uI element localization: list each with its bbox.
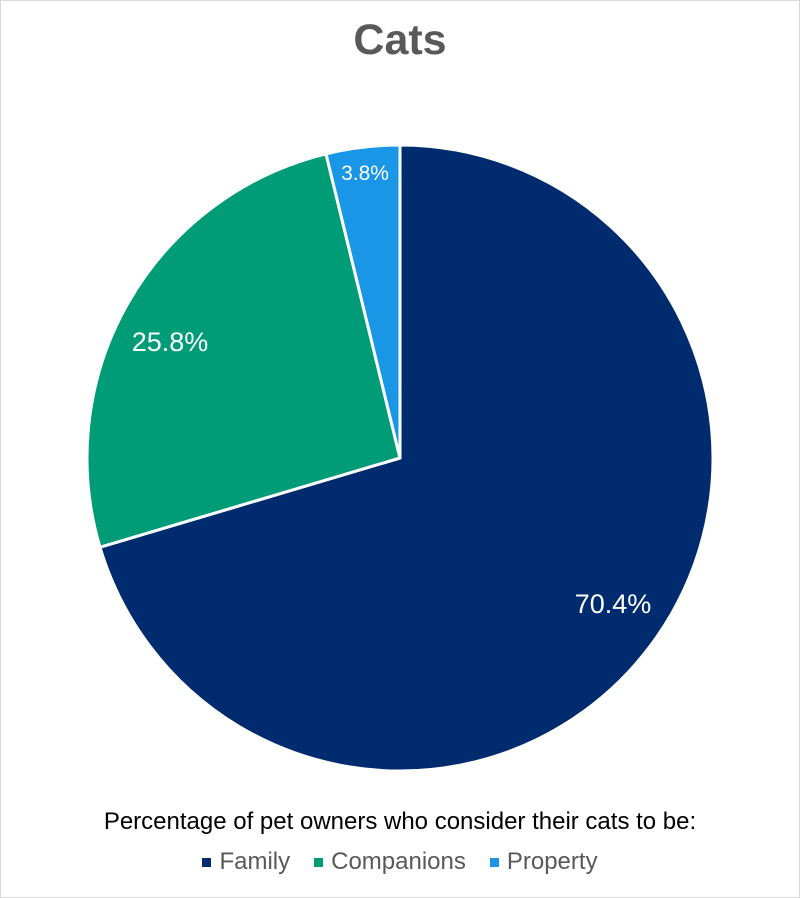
chart-title: Cats [353,16,447,64]
legend-label-companions: Companions [331,848,466,875]
legend-item-companions: Companions [314,848,466,876]
data-label-property: 3.8% [341,162,389,185]
legend-item-family: Family [202,848,290,876]
data-label-companions: 25.8% [132,327,209,357]
pie-slice-family [98,143,715,773]
legend-swatch-companions [314,857,324,867]
chart-subtitle: Percentage of pet owners who consider th… [103,808,697,835]
pie-slices [85,143,715,773]
data-label-family: 70.4% [575,589,652,619]
legend: Family Companions Property [0,848,800,876]
legend-label-property: Property [506,848,598,875]
pie-slice-property [324,143,402,460]
legend-item-property: Property [489,848,598,876]
pie-slice-companions [85,152,402,549]
legend-label-family: Family [219,848,291,875]
legend-swatch-property [489,857,499,867]
legend-swatch-family [202,857,212,867]
